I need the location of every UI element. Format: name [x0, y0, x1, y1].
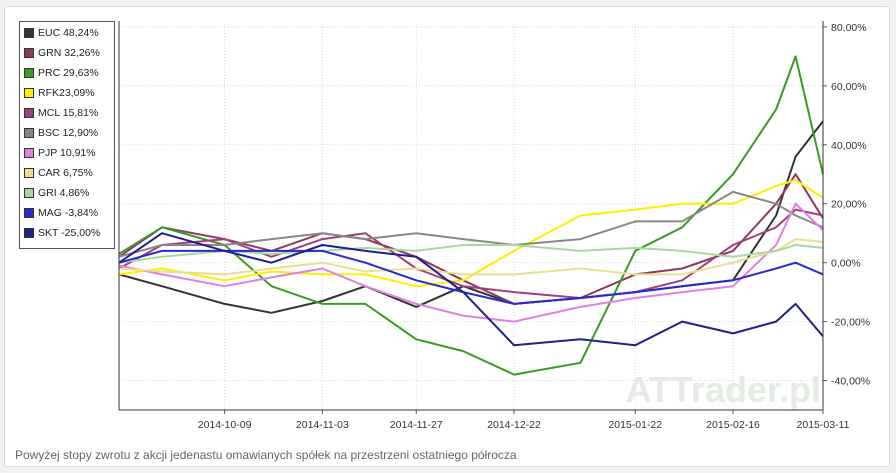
series-line: [118, 55, 824, 376]
legend-item: PRC 29,63%: [24, 66, 99, 80]
x-tick-label: 2015-02-16: [706, 419, 760, 431]
legend-item: BSC 12,90%: [24, 126, 98, 140]
legend-swatch: [24, 68, 34, 78]
series-line: [118, 244, 824, 264]
y-tick-label: 20,00%: [831, 199, 867, 211]
legend-swatch: [24, 128, 34, 138]
legend-swatch: [24, 228, 34, 238]
legend-label: BSC 12,90%: [38, 127, 99, 139]
legend-swatch: [24, 188, 34, 198]
legend-item: SKT -25,00%: [24, 226, 100, 240]
series-line: [118, 249, 824, 305]
x-tick-label: 2014-11-03: [296, 419, 349, 431]
watermark: ATTrader.pl: [626, 369, 821, 410]
x-tick-label: 2014-11-27: [390, 419, 443, 431]
series-line: [118, 190, 824, 258]
series-line: [118, 208, 824, 299]
legend-item: CAR 6,75%: [24, 166, 93, 180]
legend-item: RFK23,09%: [24, 86, 95, 100]
legend-swatch: [24, 168, 34, 178]
series-line: [118, 238, 824, 276]
y-tick-label: -20,00%: [831, 317, 870, 329]
legend-item: EUC 48,24%: [24, 26, 99, 40]
x-tick-label: 2014-12-22: [487, 419, 541, 431]
legend-item: MAG -3,84%: [24, 206, 98, 220]
legend-label: MCL 15,81%: [38, 107, 99, 119]
y-tick-label: 60,00%: [831, 81, 867, 93]
legend-item: PJP 10,91%: [24, 146, 96, 160]
legend-label: CAR 6,75%: [38, 167, 93, 179]
y-tick-label: 0,00%: [831, 258, 861, 270]
series-line: [118, 120, 824, 314]
y-tick-label: 40,00%: [831, 140, 867, 152]
legend-label: GRI 4,86%: [38, 187, 90, 199]
legend-swatch: [24, 148, 34, 158]
legend-item: GRN 32,26%: [24, 46, 100, 60]
x-tick-label: 2014-10-09: [198, 419, 252, 431]
legend-swatch: [24, 48, 34, 58]
x-tick-label: 2015-01-22: [608, 419, 662, 431]
chart-caption: Powyżej stopy zwrotu z akcji jedenastu o…: [15, 448, 517, 462]
legend-item: MCL 15,81%: [24, 106, 98, 120]
chart-card: 80,00% 60,00% 40,00% 20,00% 0,00% -20,00% -40,…: [4, 6, 890, 467]
legend-swatch: [24, 88, 34, 98]
legend-swatch: [24, 28, 34, 38]
legend-label: PRC 29,63%: [38, 67, 99, 79]
series-line: [118, 232, 824, 347]
legend-swatch: [24, 208, 34, 218]
legend-label: PJP 10,91%: [38, 147, 96, 159]
legend-item: GRI 4,86%: [24, 186, 89, 200]
series-line: [118, 173, 824, 305]
legend-swatch: [24, 108, 34, 118]
legend-label: EUC 48,24%: [38, 27, 99, 39]
line-chart: 80,00% 60,00% 40,00% 20,00% 0,00% -20,00% -40,…: [118, 21, 870, 431]
y-tick-label: -40,00%: [831, 376, 870, 388]
y-tick-label: 80,00%: [831, 22, 867, 34]
series-line: [118, 179, 824, 288]
legend-label: MAG -3,84%: [38, 207, 99, 219]
legend-label: SKT -25,00%: [38, 227, 101, 239]
legend-label: GRN 32,26%: [38, 47, 100, 59]
chart-legend: EUC 48,24% GRN 32,26% PRC 29,63% RFK23,09% M…: [19, 21, 115, 249]
legend-label: RFK23,09%: [38, 87, 95, 99]
x-tick-label: 2015-03-11: [797, 419, 850, 431]
